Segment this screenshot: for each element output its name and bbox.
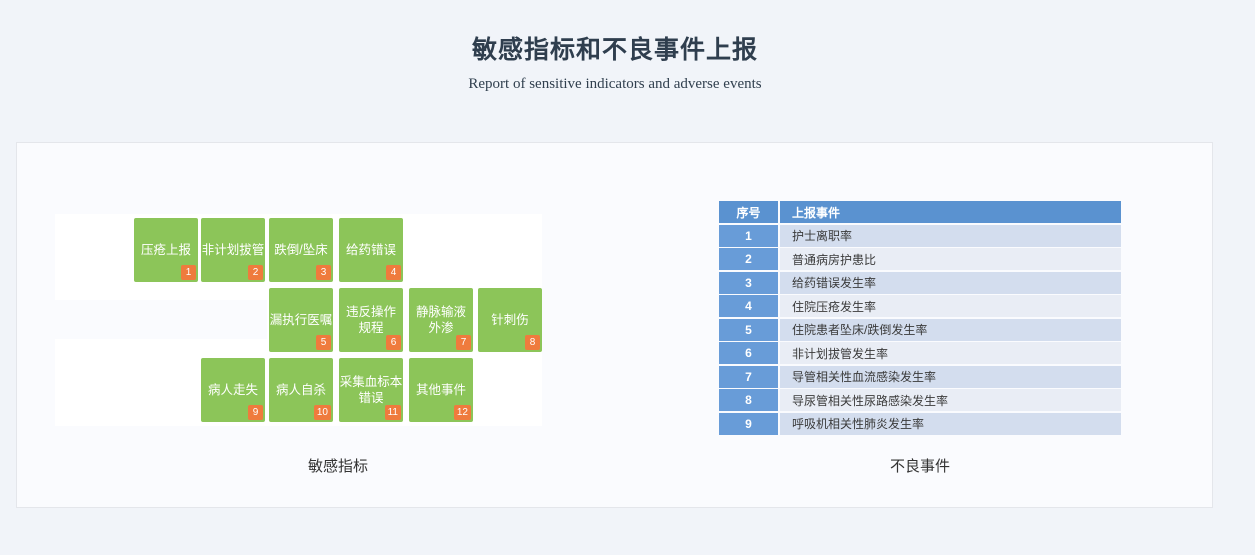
tile-label: 漏执行医嘱	[269, 312, 333, 327]
tile-number-badge: 7	[456, 335, 471, 350]
table-row: 8 导尿管相关性尿路感染发生率	[719, 389, 1121, 411]
row-index-cell: 1	[719, 224, 778, 247]
page-subtitle: Report of sensitive indicators and adver…	[468, 76, 762, 92]
row-event-cell: 导尿管相关性尿路感染发生率	[780, 389, 1121, 411]
header-cell-event: 上报事件	[780, 201, 1121, 223]
indicator-tile[interactable]: 病人走失 9	[201, 358, 265, 422]
table-row: 6 非计划拔管发生率	[719, 342, 1121, 364]
indicator-tile[interactable]: 针刺伤 8	[478, 288, 542, 352]
table-row: 3 给药错误发生率	[719, 271, 1121, 294]
tile-number-badge: 5	[316, 335, 331, 350]
row-event-cell: 导管相关性血流感染发生率	[780, 365, 1121, 388]
indicator-tile[interactable]: 给药错误 4	[339, 218, 403, 282]
row-index-cell: 5	[719, 318, 778, 341]
tile-label: 静脉输液 外渗	[415, 304, 466, 336]
row-index-cell: 9	[719, 412, 778, 435]
row-event-cell: 住院患者坠床/跌倒发生率	[780, 318, 1121, 341]
table-row: 7 导管相关性血流感染发生率	[719, 365, 1121, 388]
row-index-cell: 6	[719, 342, 778, 364]
row-event-cell: 非计划拔管发生率	[780, 342, 1121, 364]
tile-label: 跌倒/坠床	[274, 242, 328, 257]
indicator-tile[interactable]: 漏执行医嘱 5	[269, 288, 333, 352]
indicator-tile[interactable]: 病人自杀 10	[269, 358, 333, 422]
indicator-tile[interactable]: 非计划拔管 2	[201, 218, 265, 282]
row-event-cell: 给药错误发生率	[780, 271, 1121, 294]
content-card: 压疮上报 1 非计划拔管 2 跌倒/坠床 3 给药错误 4 漏执行医嘱 5 违反操作 规程 6 静脉输液…	[16, 142, 1213, 508]
tile-label: 给药错误	[345, 242, 396, 257]
table-row: 9 呼吸机相关性肺炎发生率	[719, 412, 1121, 435]
indicator-tile[interactable]: 跌倒/坠床 3	[269, 218, 333, 282]
tile-number-badge: 2	[248, 265, 263, 280]
indicator-tile[interactable]: 静脉输液 外渗 7	[409, 288, 473, 352]
row-event-cell: 护士离职率	[780, 224, 1121, 247]
row-index-cell: 3	[719, 271, 778, 294]
indicators-caption: 敏感指标	[307, 458, 368, 475]
tile-number-badge: 1	[181, 265, 196, 280]
tile-number-badge: 11	[384, 405, 401, 420]
tile-number-badge: 10	[313, 405, 331, 420]
tile-label: 非计划拔管	[201, 242, 265, 257]
header-cell-index: 序号	[719, 201, 778, 223]
indicator-tile[interactable]: 其他事件 12	[409, 358, 473, 422]
row-event-cell: 住院压疮发生率	[780, 295, 1121, 317]
page-title: 敏感指标和不良事件上报	[471, 37, 758, 64]
tile-number-badge: 6	[386, 335, 401, 350]
tile-label: 违反操作 规程	[345, 304, 396, 336]
tile-number-badge: 12	[453, 405, 471, 420]
tile-label: 压疮上报	[140, 242, 191, 257]
row-index-cell: 4	[719, 295, 778, 317]
row-index-cell: 2	[719, 248, 778, 270]
tile-number-badge: 9	[248, 405, 263, 420]
tile-grid: 压疮上报 1 非计划拔管 2 跌倒/坠床 3 给药错误 4 漏执行医嘱 5 违反操作 规程 6 静脉输液…	[17, 143, 1212, 507]
indicator-tile[interactable]: 采集血标本 错误 11	[339, 358, 403, 422]
tile-label: 病人自杀	[275, 382, 326, 397]
table-row: 4 住院压疮发生率	[719, 295, 1121, 317]
tile-label: 其他事件	[415, 382, 466, 397]
tiles-backdrop-notch	[55, 300, 267, 339]
row-index-cell: 8	[719, 389, 778, 411]
table-row: 5 住院患者坠床/跌倒发生率	[719, 318, 1121, 341]
table-header-row: 序号 上报事件	[719, 201, 1121, 223]
row-event-cell: 普通病房护患比	[780, 248, 1121, 270]
adverse-events-table: 序号 上报事件 1 护士离职率 2 普通病房护患比 3 给药错误发生率 4 住院压疮发生率 5 住…	[719, 201, 1121, 435]
table-row: 1 护士离职率	[719, 224, 1121, 247]
tile-label: 病人走失	[207, 382, 258, 397]
tile-number-badge: 3	[316, 265, 331, 280]
indicator-tile[interactable]: 违反操作 规程 6	[339, 288, 403, 352]
indicator-tile[interactable]: 压疮上报 1	[134, 218, 198, 282]
row-event-cell: 呼吸机相关性肺炎发生率	[780, 412, 1121, 435]
tile-label: 针刺伤	[491, 312, 529, 327]
table-row: 2 普通病房护患比	[719, 248, 1121, 270]
adverse-events-caption: 不良事件	[889, 458, 950, 475]
tile-label: 采集血标本 错误	[339, 374, 403, 406]
row-index-cell: 7	[719, 365, 778, 388]
tile-number-badge: 4	[386, 265, 401, 280]
tile-number-badge: 8	[525, 335, 540, 350]
